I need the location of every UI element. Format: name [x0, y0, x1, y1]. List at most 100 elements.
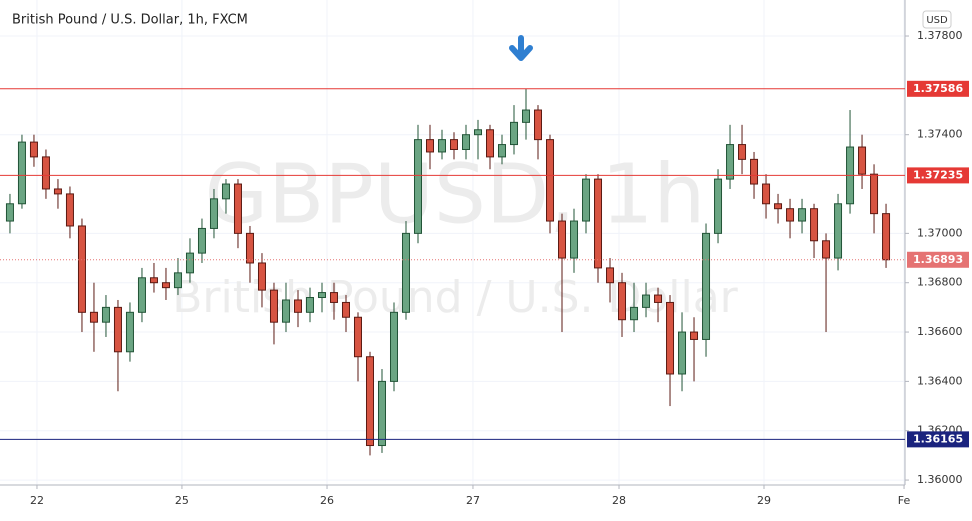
candle-body — [137, 277, 146, 313]
candle-body — [293, 299, 302, 313]
candle-body — [678, 331, 687, 375]
x-tick-label: 29 — [757, 494, 771, 507]
candle-body — [714, 178, 723, 234]
candle-body — [425, 139, 434, 153]
candle-body — [462, 134, 471, 150]
chart-title: British Pound / U.S. Dollar, 1h, FXCM — [12, 13, 248, 28]
candle-body — [305, 297, 314, 313]
candle-body — [209, 198, 218, 229]
candle-body — [738, 144, 747, 160]
candle-body — [618, 282, 627, 321]
candle-body — [185, 252, 194, 274]
candle-body — [437, 139, 446, 153]
candle-body — [450, 139, 459, 150]
y-tick-label: 1.37800 — [917, 29, 963, 42]
currency-box[interactable] — [922, 10, 952, 29]
candle-body — [173, 272, 182, 289]
candle-body — [77, 225, 86, 313]
candle-body — [594, 178, 603, 269]
level-label-box — [907, 80, 969, 97]
candle-body — [221, 183, 230, 200]
y-tick-label: 1.36400 — [917, 374, 963, 387]
y-tick-label: 1.37400 — [917, 128, 963, 141]
candle-body — [89, 311, 98, 323]
candle-body — [882, 213, 891, 261]
watermark-symbol: GBPUSD, 1h — [205, 147, 706, 242]
candle-body — [257, 262, 266, 291]
candle-body — [726, 144, 735, 180]
candle-body — [642, 294, 651, 308]
annotation-arrow — [509, 35, 533, 61]
candle-body — [197, 227, 206, 254]
candle-body — [17, 141, 26, 205]
candle-body — [29, 141, 38, 158]
candle-body — [822, 240, 831, 259]
watermark-name: British Pound / U.S. Dollar — [172, 272, 738, 323]
candle-body — [546, 139, 555, 222]
candle-body — [389, 311, 398, 382]
candle-body — [65, 193, 74, 227]
candle-body — [413, 139, 422, 234]
candle-body — [233, 183, 242, 234]
y-tick-label: 1.37000 — [917, 226, 963, 239]
candle-body — [750, 158, 759, 185]
candle-body — [113, 306, 122, 353]
candle-body — [353, 316, 362, 358]
candle-body — [522, 109, 531, 123]
candle-body — [762, 183, 771, 205]
candle-body — [101, 306, 110, 323]
candle-body — [702, 232, 711, 340]
candle-body — [654, 294, 663, 303]
x-tick-label: 26 — [320, 494, 334, 507]
candle-body — [269, 289, 278, 323]
candle-body — [5, 203, 14, 222]
candle-body — [810, 208, 819, 242]
x-tick-label: Fe — [898, 494, 911, 507]
candle-body — [498, 144, 507, 158]
level-label: 1.37586 — [913, 82, 963, 95]
candle-body — [858, 146, 867, 175]
candle-body — [53, 188, 62, 195]
candle-body — [125, 311, 134, 353]
candle-body — [486, 129, 495, 158]
candle-body — [630, 306, 639, 321]
candle-body — [666, 301, 675, 375]
level-label: 1.36893 — [913, 253, 963, 266]
candle-body — [690, 331, 699, 340]
grid — [0, 0, 905, 485]
candle-body — [329, 292, 338, 303]
level-label-box — [907, 431, 969, 448]
candle-body — [41, 156, 50, 190]
candle-body — [161, 282, 170, 289]
candle-body — [786, 208, 795, 222]
candle-body — [510, 121, 519, 146]
x-tick-label: 28 — [612, 494, 626, 507]
y-tick-label: 1.36800 — [917, 276, 963, 289]
candle-body — [834, 203, 843, 259]
candle-body — [582, 178, 591, 222]
candle-body — [774, 203, 783, 210]
level-label: 1.36165 — [913, 432, 963, 445]
y-tick-label: 1.36600 — [917, 325, 963, 338]
candle-body — [317, 292, 326, 299]
candle-body — [377, 380, 386, 447]
x-tick-label: 22 — [30, 494, 44, 507]
candle-body — [245, 232, 254, 264]
candle-body — [365, 356, 374, 447]
y-tick-label: 1.36000 — [917, 473, 963, 486]
level-label: 1.37235 — [913, 168, 963, 181]
candle-body — [870, 173, 879, 215]
candle-body — [401, 232, 410, 313]
candle-body — [281, 299, 290, 323]
candle-body — [558, 220, 567, 259]
candle-body — [341, 301, 350, 318]
candle-body — [474, 129, 483, 136]
x-tick-label: 25 — [175, 494, 189, 507]
candle-body — [570, 220, 579, 259]
candle-body — [606, 267, 615, 284]
candle-body — [798, 208, 807, 222]
level-label-box — [907, 251, 969, 268]
currency: USD — [926, 15, 948, 26]
candle-body — [149, 277, 158, 284]
